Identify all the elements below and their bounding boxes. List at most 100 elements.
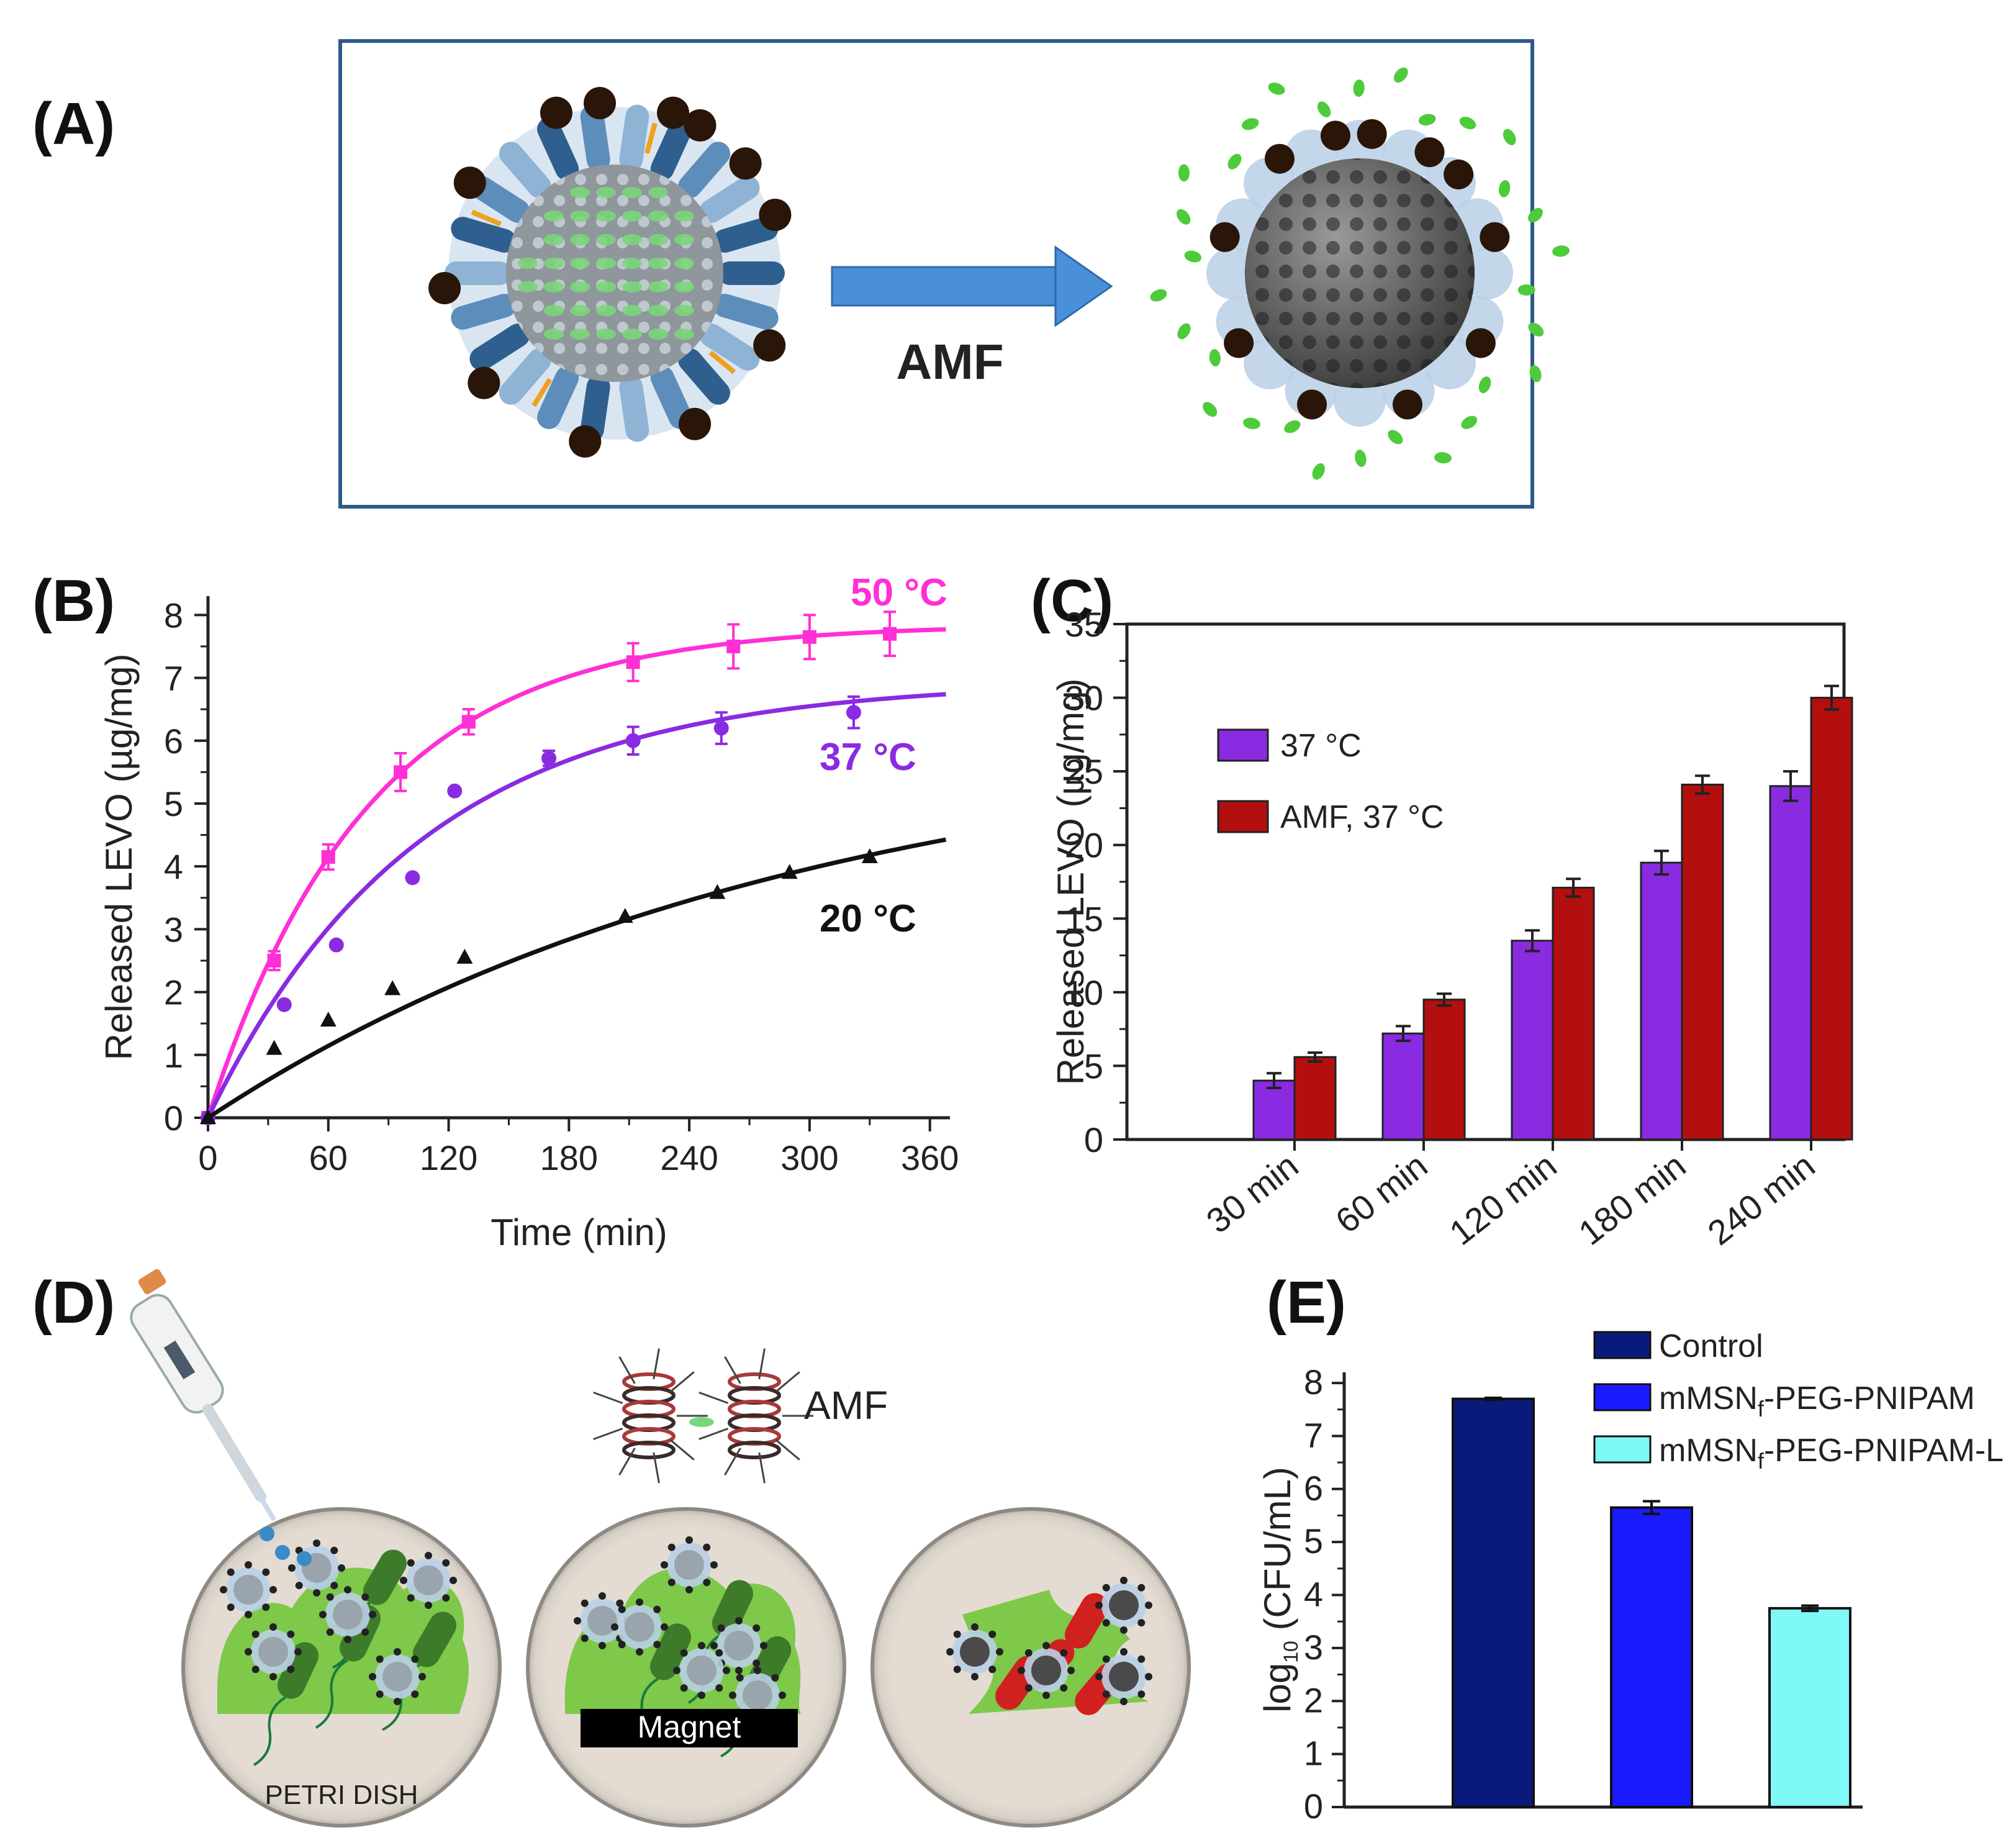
iron-oxide-nanoparticle <box>759 198 792 231</box>
amf-label: AMF <box>804 1383 888 1428</box>
plot-frame <box>1125 622 1846 1141</box>
y-tick-label: 1 <box>164 1036 183 1075</box>
bacterium <box>340 1605 381 1662</box>
data-point <box>541 751 557 766</box>
polymer-strand <box>699 324 760 371</box>
legend-label-peg-pnipam-l: mMSNf-PEG-PNIPAM-L <box>1659 1433 2004 1474</box>
iron-oxide-dot <box>376 1655 384 1663</box>
iron-oxide-nanoparticle <box>1392 389 1422 420</box>
polymer-strand <box>699 176 760 223</box>
iron-oxide-dot <box>618 1641 626 1649</box>
bar-mMSNf-PEG-PNIPAM <box>1610 1506 1693 1808</box>
y-tick-label: 1 <box>1304 1734 1323 1773</box>
series-label: 37 °C <box>820 736 916 779</box>
iron-oxide-dot <box>715 1684 723 1692</box>
iron-oxide-dot <box>369 1611 376 1618</box>
x-tick-label: 180 min <box>1571 1146 1693 1253</box>
iron-oxide-dot <box>425 1602 432 1609</box>
drug-molecule <box>570 258 590 269</box>
droplet <box>275 1545 290 1560</box>
coil-winding <box>622 1441 676 1459</box>
y-tick-label: 2 <box>1304 1680 1323 1719</box>
iron-oxide-nanoparticle <box>684 109 716 142</box>
iron-oxide-dot <box>971 1623 979 1631</box>
drug-molecule <box>622 305 642 316</box>
iron-oxide-dot <box>1137 1619 1146 1627</box>
iron-oxide-dot <box>295 1582 303 1590</box>
drug-molecule <box>674 305 694 316</box>
released-drug-molecule <box>1150 289 1167 302</box>
iron-oxide-dot <box>667 1543 676 1551</box>
drug-molecule <box>674 281 694 292</box>
iron-oxide-nanoparticle <box>468 366 500 399</box>
iron-oxide-nanoparticle <box>1209 222 1240 252</box>
y-tick-label: 0 <box>1304 1787 1323 1826</box>
iron-oxide-dot <box>988 1665 997 1674</box>
released-drug-molecule <box>1353 79 1365 97</box>
drug-molecule <box>648 187 668 198</box>
nanoparticle-core <box>258 1637 288 1667</box>
legend-label: 37 °C <box>1280 728 1362 764</box>
polymer-strand <box>580 104 610 171</box>
iron-oxide-dot <box>636 1598 643 1606</box>
drug-molecule <box>544 305 564 316</box>
iron-oxide-dot <box>717 1624 725 1632</box>
data-point <box>321 850 335 864</box>
droplet <box>297 1551 312 1566</box>
drug-molecule <box>544 211 564 222</box>
field-line <box>653 1452 660 1484</box>
released-drug-molecule <box>1317 101 1331 117</box>
polymer-strand <box>619 375 649 442</box>
drug-molecule <box>622 234 642 245</box>
iron-oxide-dot <box>251 1630 260 1638</box>
iron-oxide-dot <box>1102 1690 1110 1698</box>
iron-oxide-dot <box>1102 1584 1110 1592</box>
legend-swatch-control <box>1593 1331 1652 1359</box>
legend-subscript-f: f <box>1758 1396 1765 1421</box>
data-point <box>726 639 741 653</box>
released-drug-molecule <box>1418 114 1436 126</box>
legend-swatch-peg-pnipam <box>1593 1383 1652 1411</box>
panel-a-frame <box>338 39 1534 509</box>
bacterium <box>278 1642 319 1699</box>
drug-molecule <box>622 328 642 340</box>
released-drug-molecule <box>1242 118 1259 130</box>
drug-molecule <box>596 211 616 222</box>
iron-oxide-nanoparticle <box>453 166 486 199</box>
legend-swatch <box>1217 728 1269 762</box>
iron-oxide-dot <box>673 1667 680 1674</box>
legend-label-peg-pnipam-a: mMSN <box>1659 1380 1758 1416</box>
x-tick-label: 300 <box>780 1138 838 1177</box>
released-drug-molecule <box>1393 67 1408 83</box>
iron-oxide-dot <box>754 1667 761 1674</box>
y-tick-label: 6 <box>164 722 183 761</box>
iron-oxide-dot <box>294 1648 302 1656</box>
released-drug-molecule <box>1499 179 1511 197</box>
drug-molecule <box>648 305 668 316</box>
iron-oxide-dot <box>411 1690 419 1698</box>
legend-label-peg-pnipam-l-a: mMSN <box>1659 1433 1758 1469</box>
iron-oxide-dot <box>1042 1692 1050 1699</box>
iron-oxide-dot <box>262 1568 270 1576</box>
data-point <box>266 1040 283 1055</box>
bar-AMF, 37 °C <box>1422 999 1466 1141</box>
x-axis-title: Time (min) <box>490 1212 667 1253</box>
released-drug-molecule <box>1517 284 1535 296</box>
iron-oxide-dot <box>288 1564 296 1572</box>
drug-molecule <box>570 234 590 245</box>
iron-oxide-dot <box>1024 1684 1033 1692</box>
bar-37 °C <box>1769 785 1812 1141</box>
iron-oxide-dot <box>1137 1690 1146 1698</box>
field-line <box>669 1439 695 1461</box>
polymer-strand <box>713 294 779 330</box>
panel-e-label: (E) <box>1267 1269 1346 1336</box>
data-point <box>405 870 420 886</box>
bar-Control <box>1452 1397 1535 1808</box>
iron-oxide-dot <box>653 1605 661 1613</box>
iron-oxide-dot <box>618 1605 626 1613</box>
flagellum <box>315 1659 348 1729</box>
iron-oxide-dot <box>287 1665 295 1674</box>
data-point <box>276 997 292 1012</box>
nanoparticle-core <box>382 1662 412 1692</box>
drug-molecule <box>570 328 590 340</box>
